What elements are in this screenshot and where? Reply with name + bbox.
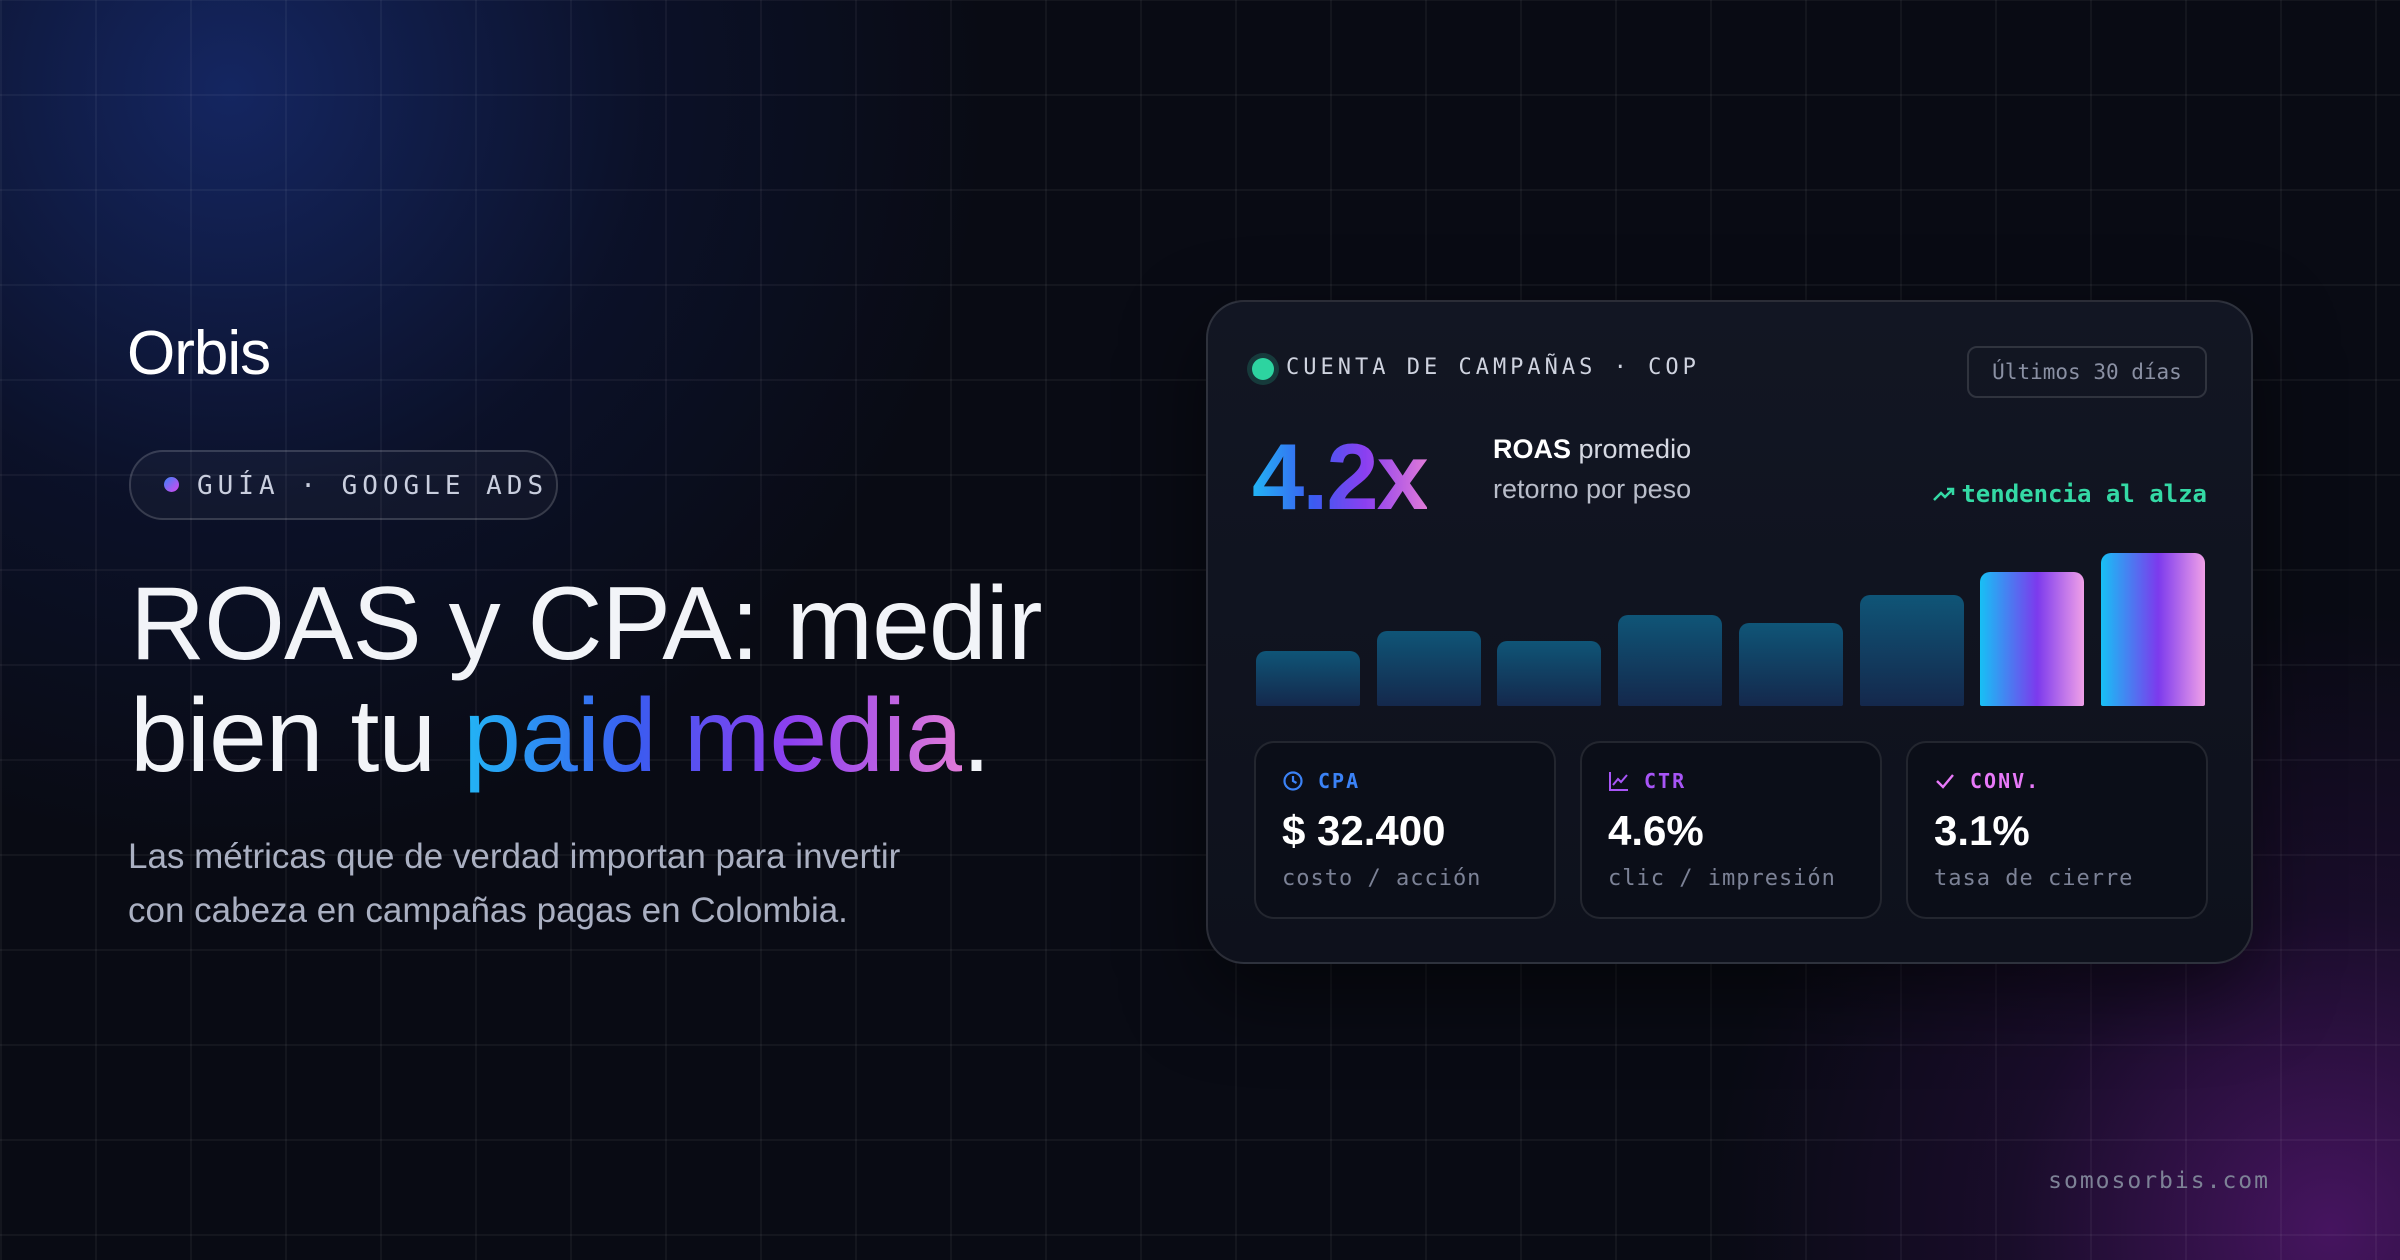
stat-icon <box>1609 772 1628 791</box>
trend-icon <box>1933 487 1955 501</box>
stat-icon <box>1283 771 1303 791</box>
stat-label: CPA <box>1318 769 1361 793</box>
stat-card: CONV. 3.1% tasa de cierre <box>1906 741 2208 919</box>
pill-text: GUÍA · GOOGLE ADS <box>197 471 549 501</box>
subtitle-line: con cabeza en campañas pagas en Colombia… <box>128 891 848 930</box>
roas-sub: retorno por peso <box>1493 474 1692 504</box>
stat-sub: clic / impresión <box>1608 866 1836 891</box>
roas-value: 4.2x <box>1252 422 1429 532</box>
subtitle-line: Las métricas que de verdad importan para… <box>128 837 901 876</box>
headline-line: ROAS y CPA: medir <box>130 566 1042 682</box>
stat-icon <box>1936 774 1954 789</box>
bar <box>1376 631 1481 706</box>
headline-line: bien tu paid media. <box>130 680 1041 792</box>
dashboard-card: CUENTA DE CAMPAÑAS · COP Últimos 30 días… <box>1206 300 2253 964</box>
category-pill: GUÍA · GOOGLE ADS <box>129 450 558 520</box>
stat-value: 3.1% <box>1934 807 2030 854</box>
bar <box>1859 595 1964 706</box>
stat-card: CPA $ 32.400 costo / acción <box>1254 741 1556 919</box>
bar <box>1738 622 1843 706</box>
stat-label: CTR <box>1644 769 1687 793</box>
headline-end: . <box>961 678 991 794</box>
roas-caption: ROAS promedio <box>1493 434 1691 465</box>
roas-caption-text: promedio <box>1578 434 1692 464</box>
stat-value: 4.6% <box>1608 807 1704 854</box>
footer-url[interactable]: somosorbis.com <box>2048 1168 2270 1194</box>
subtitle: Las métricas que de verdad importan para… <box>128 830 900 938</box>
bar <box>1980 572 2085 706</box>
pill-dot <box>164 477 179 492</box>
bar <box>1256 650 1360 706</box>
bar-chart <box>1256 552 2206 706</box>
trend-text: tendencia al alza <box>1961 480 2207 508</box>
stat-label: CONV. <box>1970 769 2041 793</box>
headline: ROAS y CPA: medir bien tu paid media. <box>130 566 1042 792</box>
bar <box>1497 640 1602 706</box>
roas-label: ROAS <box>1493 434 1572 464</box>
status-dot <box>1252 358 1274 380</box>
stat-sub: tasa de cierre <box>1934 866 2134 891</box>
trend: tendencia al alza <box>1933 480 2207 508</box>
stat-card: CTR 4.6% clic / impresión <box>1580 741 1882 919</box>
brand-logo: Orbis <box>127 319 271 388</box>
period-badge[interactable]: Últimos 30 días <box>1967 346 2207 398</box>
stat-sub: costo / acción <box>1282 866 1482 891</box>
stat-value: $ 32.400 <box>1282 807 1446 854</box>
headline-text: bien tu <box>130 678 436 794</box>
headline-highlight: paid media <box>463 678 963 794</box>
bar <box>2100 552 2205 706</box>
bar <box>1618 614 1723 706</box>
card-title: CUENTA DE CAMPAÑAS · COP <box>1286 355 1700 380</box>
